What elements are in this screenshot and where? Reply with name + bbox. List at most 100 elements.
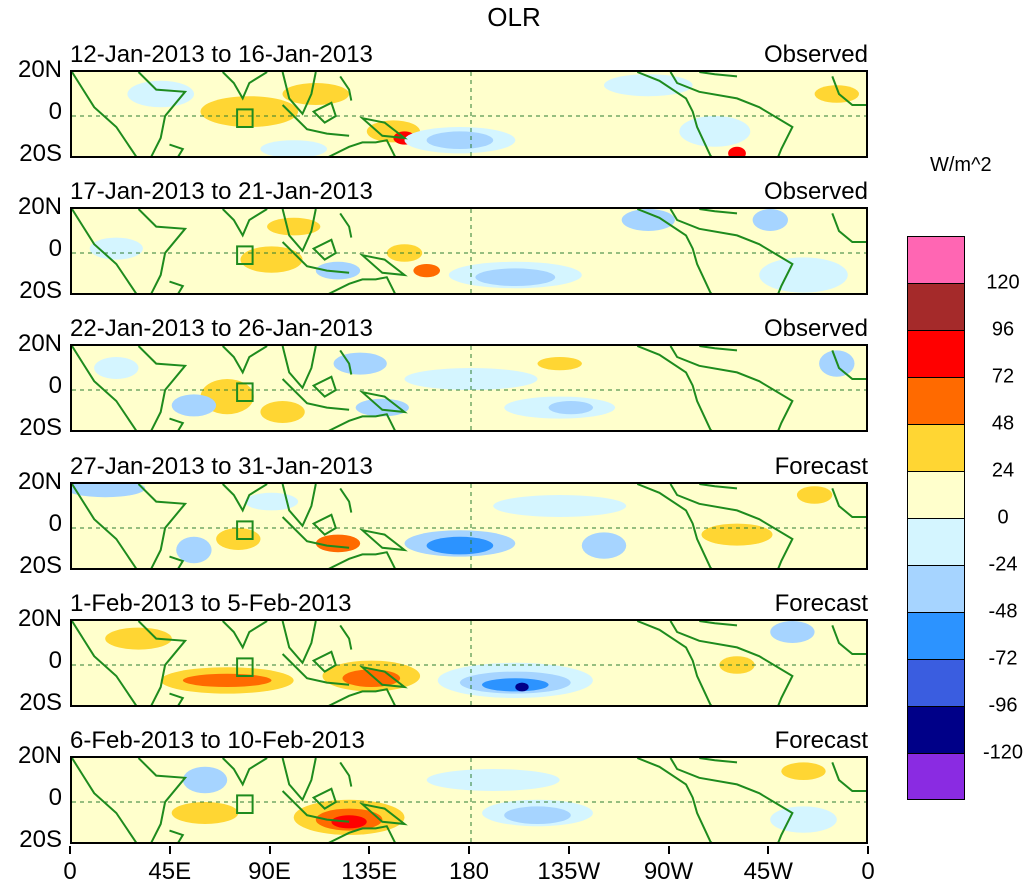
x-tick	[468, 846, 470, 854]
colorbar-swatch	[907, 706, 965, 753]
east-africa-coast-icon	[137, 209, 188, 294]
x-tick	[168, 846, 171, 854]
colorbar-swatch	[907, 377, 965, 424]
south-america-coast-icon	[669, 209, 794, 294]
west-africa-coast-icon	[831, 624, 866, 655]
borneo-icon	[311, 101, 338, 124]
africa-coast-icon	[72, 346, 138, 431]
india-coast-icon	[221, 758, 268, 787]
olr-anomaly-contour	[171, 394, 217, 417]
philippines-icon	[339, 761, 353, 787]
borneo-icon	[311, 512, 338, 536]
x-tick-label: 180	[448, 858, 490, 885]
olr-map	[72, 483, 866, 568]
africa-coast-icon	[72, 209, 138, 294]
new-guinea-icon	[358, 116, 408, 140]
india-coast-icon	[221, 209, 268, 238]
caribbean-icon	[699, 72, 738, 78]
olr-anomaly-contour	[537, 357, 582, 371]
east-africa-coast-icon	[137, 72, 188, 156]
olr-anomaly-contour	[176, 536, 212, 563]
olr-map-panel	[70, 481, 868, 570]
se-asia-coast-icon	[281, 209, 317, 253]
philippines-icon	[339, 624, 353, 650]
x-tick-label: 45W	[743, 858, 793, 885]
olr-map	[72, 346, 866, 431]
se-asia-coast-icon	[281, 346, 317, 391]
colorbar-label: -72	[988, 647, 1018, 670]
olr-map	[72, 72, 866, 156]
y-tick-label: 20N	[17, 742, 62, 769]
olr-anomaly-contour	[814, 85, 859, 103]
panel-period: 22-Jan-2013 to 26-Jan-2013	[70, 315, 373, 343]
panel-period: 6-Feb-2013 to 10-Feb-2013	[70, 727, 365, 754]
west-africa-coast-icon	[831, 76, 866, 106]
americas-west-coast-icon	[636, 209, 713, 294]
east-africa-coast-icon	[137, 483, 188, 568]
americas-west-coast-icon	[636, 620, 713, 705]
panel-period: 12-Jan-2013 to 16-Jan-2013	[70, 41, 373, 68]
olr-anomaly-contour	[89, 237, 143, 260]
madagascar-icon	[169, 829, 185, 842]
x-tick-label: 0	[63, 858, 77, 885]
olr-anomaly-contour	[426, 769, 560, 791]
region-box-icon	[236, 108, 254, 129]
olr-anomaly-contour	[282, 83, 350, 105]
colorbar-swatch	[907, 612, 965, 659]
olr-anomaly-contour	[728, 146, 746, 156]
colorbar-label: -24	[988, 553, 1018, 576]
x-tick	[767, 846, 770, 854]
colorbar-swatch	[907, 753, 965, 800]
americas-west-coast-icon	[636, 72, 713, 156]
india-coast-icon	[221, 346, 268, 376]
olr-anomaly-contour	[267, 217, 321, 236]
olr-anomaly-contour	[548, 401, 593, 415]
olr-anomaly-contour	[182, 766, 228, 794]
x-tick-label: 0	[861, 858, 875, 885]
panel-type: Observed	[763, 178, 868, 206]
olr-anomaly-contour	[72, 483, 146, 497]
olr-map-panel	[70, 756, 868, 844]
colorbar-label: 48	[991, 412, 1015, 435]
africa-coast-icon	[72, 483, 138, 568]
philippines-icon	[339, 75, 353, 101]
australia-coast-icon	[328, 825, 396, 842]
new-guinea-icon	[358, 528, 408, 551]
colorbar-swatch	[907, 330, 965, 377]
colorbar-swatch	[907, 236, 965, 283]
y-tick-label: 0	[48, 98, 62, 125]
olr-map-panel	[70, 344, 868, 433]
region-box-icon	[236, 245, 254, 266]
x-tick	[567, 846, 570, 854]
colorbar-swatch	[907, 518, 965, 565]
x-tick-label: 90W	[643, 858, 694, 885]
olr-anomaly-contour	[796, 485, 833, 504]
olr-anomaly-contour	[770, 806, 837, 833]
panel-type: Forecast	[774, 727, 868, 754]
olr-anomaly-contour	[604, 74, 693, 97]
colorbar-label: 0	[997, 506, 1009, 529]
africa-coast-icon	[72, 72, 138, 156]
africa-coast-icon	[72, 758, 138, 842]
olr-anomaly-contour	[94, 357, 139, 380]
panel-period: 27-Jan-2013 to 31-Jan-2013	[70, 452, 373, 480]
south-america-coast-icon	[669, 620, 794, 705]
panel-period: 1-Feb-2013 to 5-Feb-2013	[70, 589, 352, 617]
region-box-icon	[236, 657, 254, 677]
olr-map-panel	[70, 207, 868, 296]
panel-type: Observed	[763, 41, 868, 68]
south-america-coast-icon	[669, 346, 794, 431]
australia-coast-icon	[328, 139, 396, 156]
south-america-coast-icon	[669, 72, 794, 156]
olr-anomaly-contour	[342, 669, 401, 687]
olr-map-panel	[70, 70, 868, 158]
madagascar-icon	[169, 418, 185, 431]
australia-coast-icon	[328, 550, 396, 568]
y-tick-label: 20N	[17, 56, 62, 83]
olr-anomaly-contour	[701, 523, 773, 546]
indonesia-coast-icon	[281, 241, 350, 274]
india-coast-icon	[221, 72, 268, 101]
y-tick-label: 20N	[17, 330, 62, 358]
olr-anomaly-contour	[759, 257, 848, 293]
